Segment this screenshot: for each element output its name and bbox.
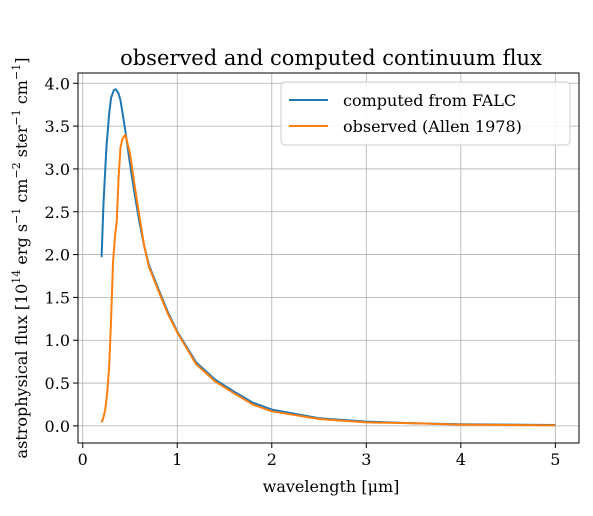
y-tick-label: 4.0 [45, 74, 70, 93]
series-line-observed [100, 133, 556, 427]
x-tick-label: 4 [456, 450, 466, 469]
x-axis: 0 1 2 3 4 5 [78, 443, 560, 469]
x-tick-label: 1 [172, 450, 182, 469]
x-tick-label: 2 [267, 450, 277, 469]
chart-title: observed and computed continuum flux [120, 46, 542, 70]
y-tick-label: 1.5 [45, 288, 70, 307]
y-axis: 0.0 0.5 1.0 1.5 2.0 2.5 3.0 3.5 4.0 [45, 74, 78, 436]
legend-label-observed: observed (Allen 1978) [343, 117, 522, 136]
x-tick-label: 3 [361, 450, 371, 469]
y-tick-label: 2.5 [45, 203, 70, 222]
y-axis-label: astrophysical flux [1014 erg s−1 cm−2 st… [10, 58, 31, 459]
plot-frame [77, 72, 580, 444]
y-tick-label: 1.0 [45, 331, 70, 350]
x-tick-label: 0 [78, 450, 88, 469]
x-axis-label: wavelength [μm] [263, 477, 400, 496]
y-tick-label: 0.5 [45, 374, 70, 393]
y-tick-label: 2.0 [45, 246, 70, 265]
series-lines [100, 88, 556, 427]
y-tick-label: 0.0 [45, 417, 70, 436]
y-tick-label: 3.0 [45, 160, 70, 179]
legend-label-computed: computed from FALC [343, 91, 516, 110]
x-tick-label: 5 [550, 450, 560, 469]
y-tick-label: 3.5 [45, 117, 70, 136]
legend: computed from FALC observed (Allen 1978) [280, 81, 571, 146]
legend-box [280, 81, 571, 146]
